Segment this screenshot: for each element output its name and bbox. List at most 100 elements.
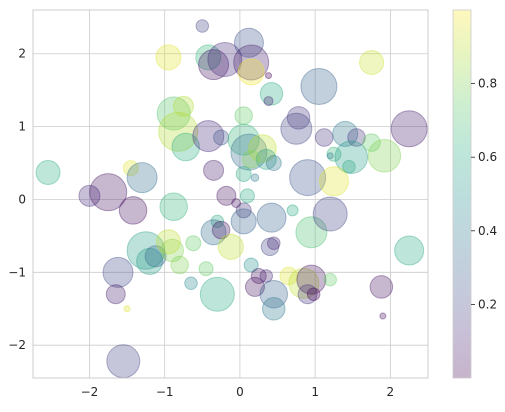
scatter-point: [233, 27, 264, 58]
scatter-point: [267, 236, 281, 250]
colorbar-tick-label: 0.8: [478, 77, 497, 91]
plot-frame: [32, 9, 429, 379]
scatter-point: [155, 229, 181, 255]
scatter-point: [78, 184, 101, 207]
scatter-point: [248, 134, 277, 163]
scatter-point: [227, 123, 260, 156]
scatter-point: [171, 132, 200, 162]
colorbar-tick-label: 0.6: [478, 150, 497, 164]
scatter-point: [289, 159, 327, 197]
scatter-point: [118, 196, 148, 225]
scatter-point: [216, 185, 237, 206]
scatter-point: [390, 110, 428, 148]
colorbar-tick-label: 0.4: [478, 224, 497, 238]
scatter-point: [185, 235, 202, 252]
scatter-point: [105, 284, 126, 305]
scatter-point: [200, 219, 227, 246]
scatter-point: [230, 208, 257, 235]
scatter-point: [122, 160, 139, 177]
scatter-point: [231, 198, 242, 209]
scatter-point: [297, 284, 318, 305]
scatter-point: [234, 106, 253, 125]
scatter-point: [235, 165, 252, 182]
scatter-point: [306, 287, 321, 301]
scatter-point: [286, 204, 299, 217]
colorbar: 0.2 0.4 0.6 0.8: [452, 9, 497, 379]
scatter-point: [211, 220, 231, 240]
scatter-point: [250, 173, 260, 182]
scatter-point: [312, 196, 348, 232]
scatter-point: [230, 133, 268, 171]
scatter-point: [334, 140, 369, 174]
scatter-point: [102, 256, 134, 288]
scatter-point: [198, 49, 230, 81]
scatter-point: [192, 120, 225, 153]
scatter-point: [123, 305, 131, 313]
scatter-point: [155, 44, 182, 71]
scatter-point: [207, 42, 243, 78]
scatter-point: [126, 231, 166, 270]
plot-background: [33, 10, 428, 378]
x-tick-label: 1: [311, 385, 319, 399]
scatter-point: [367, 138, 402, 173]
scatter-point: [250, 267, 267, 284]
scatter-point: [239, 188, 255, 204]
scatter-point: [256, 202, 287, 233]
scatter-point: [314, 128, 334, 147]
colorbar-tick-label: 0.2: [478, 297, 497, 311]
scatter-point: [280, 112, 313, 145]
scatter-point: [300, 68, 338, 106]
scatter-point: [213, 129, 230, 146]
grid: [33, 10, 428, 378]
scatter-point: [359, 49, 385, 75]
scatter-point: [332, 120, 359, 147]
scatter-point: [262, 297, 286, 321]
x-tick-label: −1: [156, 385, 174, 399]
scatter-point: [288, 267, 320, 299]
scatter-point: [296, 264, 327, 295]
y-tick-label: 0: [18, 192, 26, 206]
scatter-point: [259, 279, 289, 309]
scatter-point: [326, 152, 334, 160]
scatter-point: [233, 44, 270, 81]
scatter-point: [159, 192, 188, 222]
scatter-point: [198, 261, 214, 277]
x-tick-label: 2: [387, 385, 395, 399]
axis-ticks: −2 −1 0 1 2 −2 −1 0 1 2: [8, 47, 394, 399]
scatter-point: [199, 276, 235, 312]
scatter-point: [210, 214, 225, 229]
scatter-point: [235, 202, 252, 219]
scatter-point: [260, 237, 280, 257]
x-tick-label: 0: [236, 385, 244, 399]
scatter-point: [184, 276, 198, 291]
scatter-point: [255, 148, 277, 170]
scatter-point: [203, 159, 225, 181]
scatter-point: [379, 312, 387, 320]
scatter-point: [326, 146, 342, 162]
colorbar-frame: [452, 9, 472, 379]
scatter-point: [160, 238, 184, 263]
scatter-point: [265, 155, 282, 172]
scatter-point: [136, 247, 164, 275]
scatter-point: [259, 82, 284, 106]
scatter-point: [156, 96, 191, 131]
scatter-point: [323, 272, 337, 287]
y-tick-label: 2: [18, 47, 26, 61]
scatter-point: [394, 235, 425, 266]
data-points: [35, 19, 428, 378]
x-tick-label: −2: [81, 385, 99, 399]
scatter-point: [362, 133, 381, 152]
scatter-point: [158, 111, 199, 152]
scatter-point: [195, 19, 210, 33]
scatter-point: [106, 344, 141, 378]
y-tick-label: −1: [8, 265, 26, 279]
scatter-point: [35, 160, 61, 186]
scatter-point: [237, 58, 265, 86]
scatter-point: [243, 257, 259, 273]
colorbar-gradient: [453, 10, 471, 378]
scatter-point: [241, 150, 261, 169]
scatter-point: [342, 159, 356, 174]
scatter-point: [286, 106, 311, 130]
